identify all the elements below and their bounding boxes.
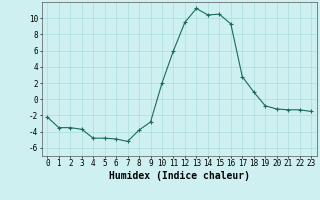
X-axis label: Humidex (Indice chaleur): Humidex (Indice chaleur): [109, 171, 250, 181]
